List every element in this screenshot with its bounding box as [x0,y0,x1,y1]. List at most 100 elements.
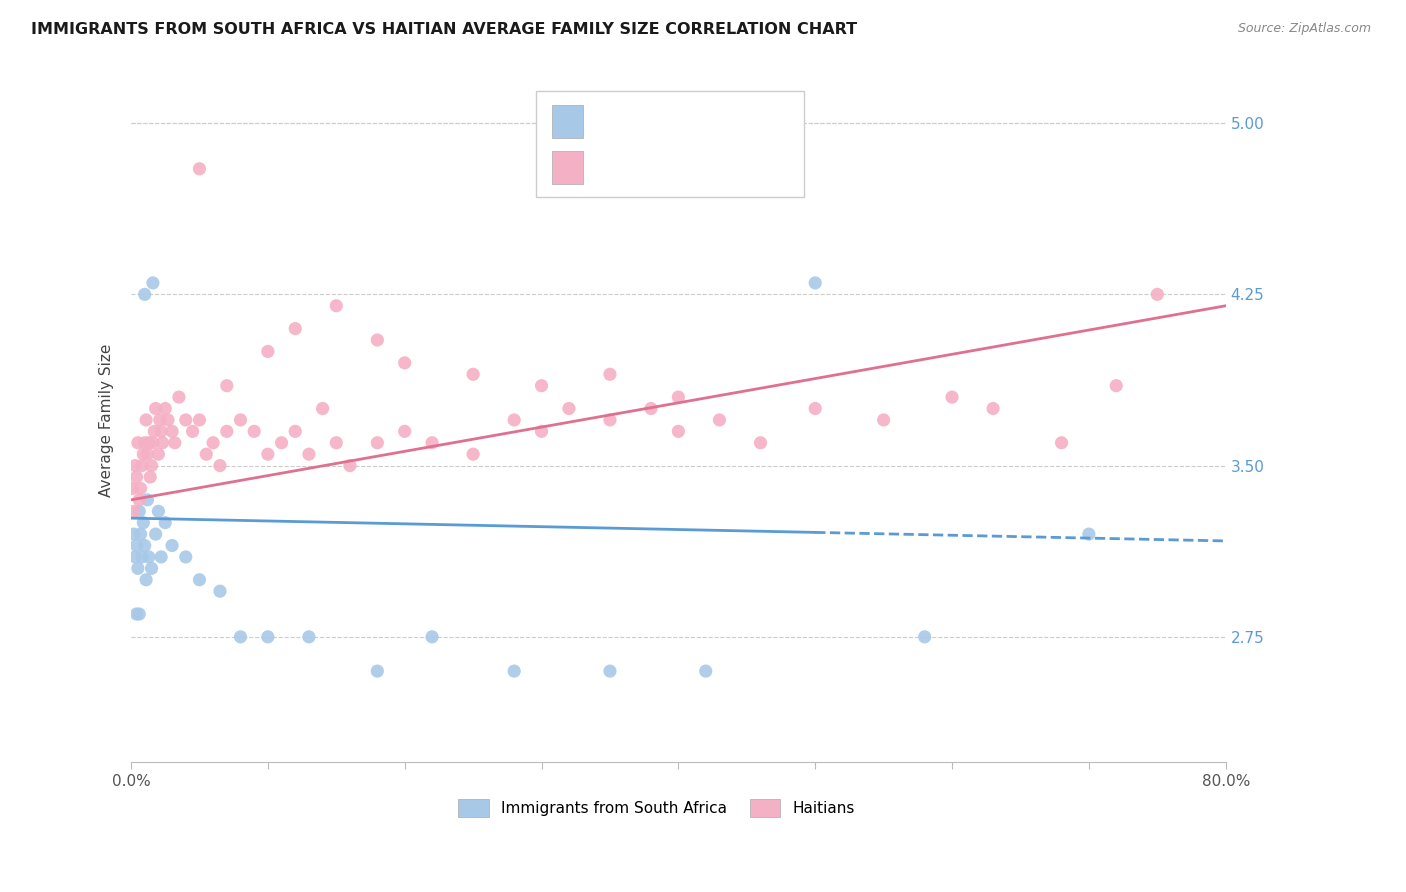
Point [122,527,145,541]
Point [132,447,155,461]
Point [149,413,172,427]
Point [188,161,211,176]
Point [558,401,581,416]
Point [127,435,149,450]
Point [135,573,157,587]
Point [131,458,153,473]
Point [298,630,321,644]
Point [311,401,333,416]
Point [366,333,388,347]
Point [145,401,167,416]
Point [599,413,621,427]
Point [257,344,280,359]
Point [215,378,238,392]
Point [229,630,252,644]
FancyBboxPatch shape [553,105,583,137]
Point [124,458,146,473]
Point [394,356,416,370]
Point [160,539,183,553]
Point [121,482,143,496]
Point [257,447,280,461]
Point [174,549,197,564]
Point [1146,287,1168,301]
Point [125,607,148,621]
Point [640,401,662,416]
Point [135,413,157,427]
Point [125,539,148,553]
Legend: Immigrants from South Africa, Haitians: Immigrants from South Africa, Haitians [451,792,860,823]
Text: R =: R = [593,111,626,126]
Point [666,390,689,404]
Point [1077,527,1099,541]
Point [155,516,177,530]
Point [599,368,621,382]
Point [749,435,772,450]
Point [420,630,443,644]
Point [463,368,485,382]
Point [134,287,156,301]
Point [125,470,148,484]
Point [141,561,163,575]
Point [599,664,621,678]
Point [195,447,218,461]
Point [366,664,388,678]
Point [145,527,167,541]
Point [139,470,162,484]
Point [127,561,149,575]
Point [150,425,173,439]
Point [129,527,152,541]
Point [941,390,963,404]
Point [134,435,156,450]
Point [150,549,173,564]
Point [122,504,145,518]
Point [155,401,177,416]
Point [129,482,152,496]
Text: R =: R = [593,161,626,176]
Point [174,413,197,427]
Point [339,458,361,473]
Text: -0.035: -0.035 [638,111,693,126]
Point [709,413,731,427]
Point [463,447,485,461]
Point [160,425,183,439]
Point [284,321,307,335]
Point [128,607,150,621]
Point [143,425,166,439]
Point [804,276,827,290]
Point [215,425,238,439]
Point [128,492,150,507]
Point [804,401,827,416]
Point [202,435,225,450]
Y-axis label: Average Family Size: Average Family Size [100,343,114,497]
Point [152,435,174,450]
Text: N =: N = [724,111,758,126]
Point [695,664,717,678]
Point [138,435,160,450]
Text: IMMIGRANTS FROM SOUTH AFRICA VS HAITIAN AVERAGE FAMILY SIZE CORRELATION CHART: IMMIGRANTS FROM SOUTH AFRICA VS HAITIAN … [31,22,858,37]
Text: 0.285: 0.285 [638,161,693,176]
Text: 36: 36 [766,111,787,126]
Point [981,401,1004,416]
Point [142,276,165,290]
Point [138,549,160,564]
Point [131,549,153,564]
Point [284,425,307,439]
Point [872,413,894,427]
Point [914,630,936,644]
Point [503,664,526,678]
Point [325,299,347,313]
Text: 73: 73 [766,161,787,176]
Point [208,584,231,599]
Point [666,425,689,439]
Point [243,425,266,439]
Text: N =: N = [724,161,758,176]
FancyBboxPatch shape [536,91,804,197]
Point [128,504,150,518]
Point [530,425,553,439]
Point [298,447,321,461]
Point [366,435,388,450]
FancyBboxPatch shape [553,151,583,184]
Point [163,435,186,450]
Point [208,458,231,473]
Point [132,516,155,530]
